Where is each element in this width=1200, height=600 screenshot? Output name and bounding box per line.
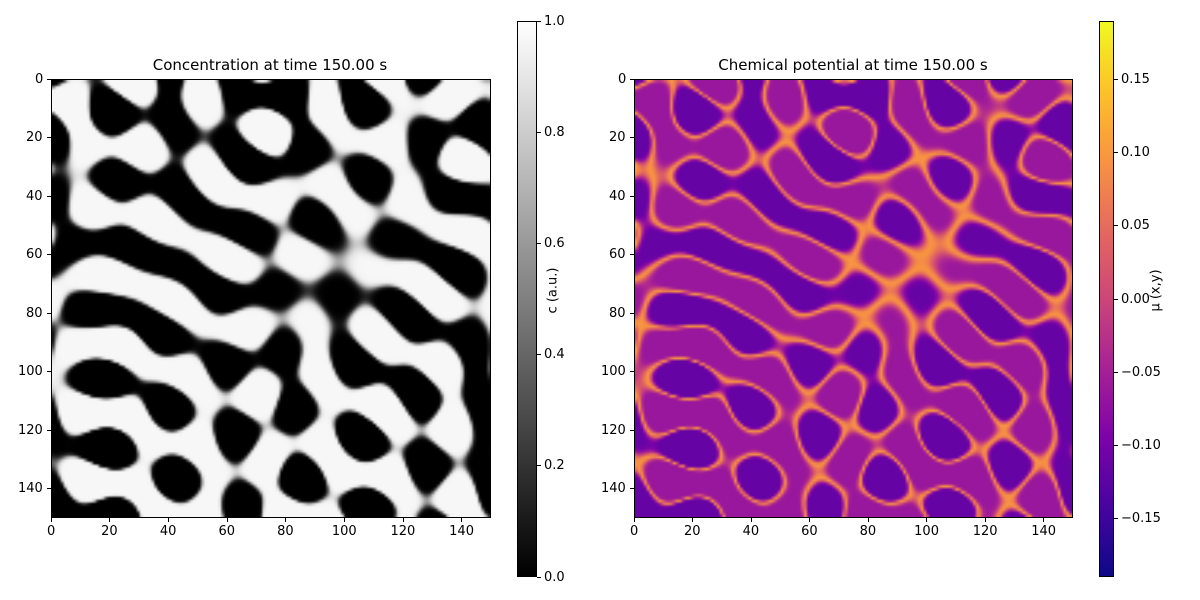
colorbar-tick-label: 0.00: [1121, 291, 1150, 307]
y-tick-mark: [630, 78, 634, 80]
y-tick-label: 0: [618, 71, 627, 87]
colorbar-tick-label: 0.10: [1121, 145, 1150, 161]
y-tick-label: 120: [18, 422, 43, 438]
y-tick-label: 80: [26, 305, 43, 321]
y-tick-label: 120: [601, 422, 626, 438]
y-tick-mark: [630, 371, 634, 373]
y-tick-label: 80: [609, 305, 626, 321]
x-tick-label: 80: [277, 524, 294, 539]
colorbar-tick-label: 0.0: [544, 569, 565, 585]
potential-colorbar: [1099, 21, 1114, 577]
x-tick-mark: [461, 518, 463, 522]
potential-colorbar-label: μ (x,y): [1148, 268, 1164, 312]
x-tick-mark: [285, 518, 287, 522]
colorbar-tick-mark: [1114, 371, 1118, 373]
colorbar-tick-label: 0.2: [544, 458, 565, 474]
x-tick-label: 0: [47, 524, 56, 539]
y-tick-mark: [47, 254, 51, 256]
concentration-title: Concentration at time 150.00 s: [152, 56, 388, 74]
x-tick-mark: [926, 518, 928, 522]
x-tick-mark: [109, 518, 111, 522]
x-tick-mark: [750, 518, 752, 522]
x-tick-label: 120: [390, 524, 416, 539]
x-tick-label: 20: [684, 524, 701, 539]
y-tick-mark: [630, 137, 634, 139]
colorbar-tick-mark: [1114, 444, 1118, 446]
concentration-colorbar: [517, 21, 537, 577]
x-tick-label: 100: [914, 524, 939, 539]
colorbar-tick-mark: [537, 242, 541, 244]
y-tick-mark: [630, 429, 634, 431]
x-tick-label: 40: [159, 524, 177, 539]
y-tick-mark: [47, 488, 51, 490]
x-tick-label: 60: [218, 524, 236, 539]
x-tick-mark: [167, 518, 169, 522]
x-tick-label: 40: [742, 524, 760, 539]
y-tick-label: 60: [26, 247, 43, 263]
y-tick-label: 140: [601, 481, 626, 497]
colorbar-tick-label: −0.15: [1121, 510, 1161, 526]
colorbar-tick-mark: [537, 576, 541, 578]
y-tick-label: 20: [26, 130, 43, 146]
colorbar-tick-mark: [1114, 79, 1118, 81]
x-tick-label: 80: [859, 524, 877, 539]
x-tick-mark: [809, 518, 811, 522]
x-tick-label: 60: [801, 524, 818, 539]
x-tick-mark: [343, 518, 345, 522]
potential-heatmap: [634, 79, 1073, 518]
concentration-heatmap: [51, 79, 491, 518]
x-tick-mark: [1043, 518, 1045, 522]
colorbar-tick-mark: [1114, 517, 1118, 519]
y-tick-label: 60: [609, 247, 626, 263]
y-tick-mark: [47, 195, 51, 197]
y-tick-mark: [47, 137, 51, 139]
x-tick-label: 140: [1031, 524, 1057, 539]
x-tick-mark: [984, 518, 986, 522]
x-tick-mark: [633, 518, 635, 522]
y-tick-label: 40: [26, 188, 43, 204]
potential-title: Chemical potential at time 150.00 s: [718, 56, 988, 74]
y-tick-label: 100: [18, 364, 43, 380]
colorbar-tick-label: 0.6: [544, 235, 565, 251]
colorbar-tick-label: 0.15: [1121, 72, 1150, 88]
x-tick-mark: [692, 518, 694, 522]
y-tick-label: 140: [18, 481, 43, 497]
y-tick-mark: [630, 195, 634, 197]
y-tick-mark: [47, 78, 51, 80]
colorbar-tick-label: 0.4: [544, 347, 565, 363]
y-tick-mark: [47, 429, 51, 431]
colorbar-tick-mark: [1114, 298, 1118, 300]
colorbar-tick-mark: [537, 354, 541, 356]
colorbar-tick-label: −0.10: [1121, 437, 1161, 453]
y-tick-mark: [630, 488, 634, 490]
colorbar-tick-mark: [537, 465, 541, 467]
y-tick-mark: [630, 254, 634, 256]
y-tick-mark: [47, 371, 51, 373]
colorbar-tick-label: 0.8: [544, 124, 565, 140]
x-tick-mark: [402, 518, 404, 522]
colorbar-tick-mark: [1114, 225, 1118, 227]
x-tick-label: 20: [101, 524, 118, 539]
y-tick-mark: [630, 312, 634, 314]
x-tick-label: 140: [449, 524, 474, 539]
x-tick-label: 100: [331, 524, 357, 539]
x-tick-mark: [226, 518, 228, 522]
concentration-colorbar-label: c (a.u.): [544, 267, 560, 313]
y-tick-label: 0: [35, 71, 44, 87]
y-tick-mark: [47, 312, 51, 314]
colorbar-tick-label: −0.05: [1121, 364, 1161, 380]
y-tick-label: 100: [601, 364, 626, 380]
colorbar-tick-mark: [537, 20, 541, 22]
colorbar-tick-label: 0.05: [1121, 218, 1150, 234]
x-tick-mark: [867, 518, 869, 522]
colorbar-tick-mark: [1114, 152, 1118, 154]
y-tick-label: 40: [609, 188, 626, 204]
y-tick-label: 20: [609, 130, 626, 146]
colorbar-tick-mark: [537, 131, 541, 133]
x-tick-label: 0: [630, 524, 639, 539]
x-tick-label: 120: [972, 524, 998, 539]
x-tick-mark: [50, 518, 52, 522]
colorbar-tick-label: 1.0: [544, 13, 565, 29]
